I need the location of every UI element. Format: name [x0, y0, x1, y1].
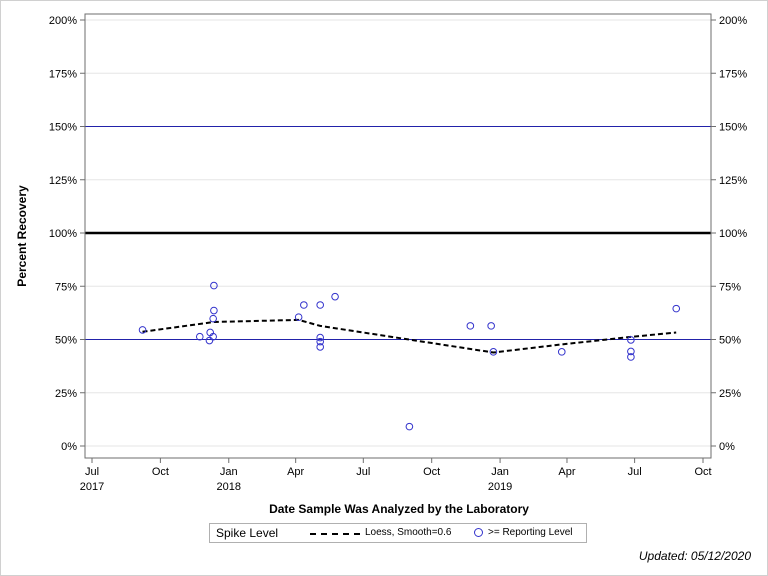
- data-point: [489, 348, 498, 356]
- y-tick-label-right: 25%: [719, 388, 741, 400]
- y-tick-label: 200%: [49, 15, 77, 27]
- y-tick-label: 125%: [49, 175, 77, 187]
- data-point: [557, 348, 566, 356]
- legend-reporting-label: >= Reporting Level: [488, 527, 573, 538]
- data-point: [209, 332, 217, 341]
- x-tick-label: Oct: [152, 466, 169, 478]
- legend: Spike Level Loess, Smooth=0.6 >= Reporti…: [209, 523, 587, 543]
- legend-loess-label: Loess, Smooth=0.6: [365, 527, 452, 538]
- x-tick-label: Apr: [558, 466, 575, 478]
- x-tick-year-label: 2017: [80, 481, 104, 493]
- y-tick-label: 25%: [55, 388, 77, 400]
- x-tick-label: Oct: [694, 466, 711, 478]
- x-tick-label: Jan: [220, 466, 238, 478]
- x-tick-label: Jul: [85, 466, 99, 478]
- data-point: [300, 301, 308, 309]
- data-point: [466, 322, 475, 330]
- y-tick-label-right: 175%: [719, 68, 747, 80]
- legend-loess-swatch: [310, 533, 360, 535]
- data-point: [316, 301, 324, 309]
- plot-area-border: [84, 13, 712, 459]
- y-tick-label: 150%: [49, 122, 77, 134]
- y-tick-label-right: 50%: [719, 335, 741, 347]
- y-tick-label: 100%: [49, 228, 77, 240]
- y-tick-label: 175%: [49, 68, 77, 80]
- y-tick-label: 50%: [55, 335, 77, 347]
- legend-reporting-marker: [474, 528, 483, 537]
- data-point: [316, 333, 324, 342]
- x-tick-label: Jul: [628, 466, 642, 478]
- x-tick-year-label: 2019: [488, 481, 512, 493]
- data-point: [627, 353, 635, 361]
- y-tick-label: 75%: [55, 281, 77, 293]
- data-point: [210, 281, 218, 290]
- data-point: [672, 304, 681, 313]
- data-point: [294, 313, 303, 321]
- y-tick-label-right: 125%: [719, 175, 747, 187]
- x-axis-title: Date Sample Was Analyzed by the Laborato…: [269, 502, 529, 516]
- data-point: [316, 343, 324, 351]
- x-tick-label: Oct: [423, 466, 440, 478]
- x-tick-label: Apr: [287, 466, 304, 478]
- y-tick-label-right: 0%: [719, 441, 735, 453]
- x-tick-label: Jul: [356, 466, 370, 478]
- data-point: [138, 326, 147, 334]
- y-tick-label-right: 150%: [719, 122, 747, 134]
- data-point: [487, 322, 495, 330]
- data-point: [627, 347, 635, 356]
- legend-title: Spike Level: [216, 526, 279, 540]
- x-tick-year-label: 2018: [217, 481, 241, 493]
- y-axis-title: Percent Recovery: [15, 185, 29, 287]
- y-tick-label-right: 100%: [719, 228, 747, 240]
- data-point: [205, 336, 214, 345]
- data-point: [331, 292, 339, 301]
- data-point: [209, 314, 217, 323]
- data-point: [210, 306, 218, 315]
- data-point: [195, 332, 204, 341]
- y-tick-label-right: 75%: [719, 281, 741, 293]
- loess-line: [142, 318, 677, 354]
- data-point: [316, 337, 324, 346]
- data-point: [405, 422, 414, 431]
- data-point: [627, 336, 635, 344]
- x-tick-label: Jan: [491, 466, 509, 478]
- y-tick-label-right: 200%: [719, 15, 747, 27]
- updated-note: Updated: 05/12/2020: [638, 549, 751, 563]
- y-tick-label: 0%: [61, 441, 77, 453]
